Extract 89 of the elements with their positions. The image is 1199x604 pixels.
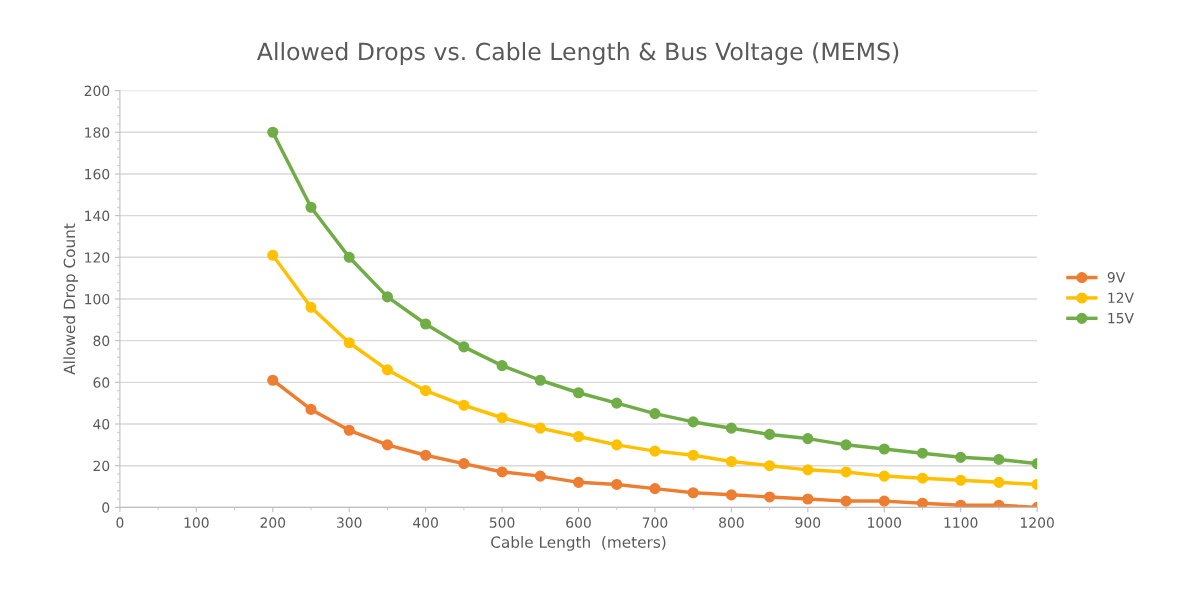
point	[496, 412, 508, 424]
point	[496, 360, 508, 372]
y-tick-label: 40	[93, 418, 110, 430]
point	[534, 470, 546, 482]
point	[649, 483, 661, 495]
x-tick-label: 1200	[1020, 517, 1054, 528]
y-tick-label: 120	[85, 252, 110, 263]
x-tick-label: 300	[337, 517, 362, 528]
point	[916, 447, 929, 459]
point	[420, 385, 432, 397]
chart-title: Allowed Drops vs. Cable Length & Bus Voltage (MEMS)	[256, 42, 899, 65]
x-tick-label: 200	[260, 517, 286, 528]
y-axis-title: Allowed Drop Count	[63, 223, 79, 375]
point	[458, 458, 470, 470]
point	[993, 476, 1005, 488]
x-tick-label: 500	[489, 517, 515, 528]
x-tick-label: 600	[566, 517, 591, 528]
point	[764, 460, 776, 472]
x-tick-label: 1100	[944, 517, 978, 528]
point	[572, 476, 585, 488]
point	[878, 443, 890, 455]
point	[458, 399, 470, 411]
y-tick-label: 80	[93, 335, 110, 347]
point	[764, 428, 776, 440]
point	[611, 397, 623, 409]
point	[572, 430, 585, 443]
point	[687, 449, 699, 461]
y-tick-label: 180	[85, 127, 110, 138]
point	[764, 491, 776, 503]
point	[267, 374, 279, 386]
legend-label: 12V	[1108, 292, 1134, 303]
point	[611, 439, 623, 451]
point	[381, 364, 393, 376]
point	[420, 449, 432, 461]
point	[305, 301, 317, 313]
x-axis-title: Cable Length (meters)	[491, 536, 666, 551]
point	[534, 422, 546, 434]
y-tick-label: 100	[85, 293, 110, 305]
x-tick-label: 0	[116, 517, 124, 528]
point	[343, 424, 355, 436]
point	[840, 466, 852, 478]
point	[840, 495, 852, 507]
point	[916, 472, 929, 484]
x-tick-label: 400	[413, 517, 438, 528]
point	[267, 249, 279, 261]
y-tick-label: 20	[93, 460, 110, 472]
point	[458, 341, 470, 353]
point	[725, 422, 737, 434]
point	[840, 439, 852, 451]
point	[955, 474, 967, 486]
point	[878, 495, 890, 507]
point	[381, 291, 393, 303]
x-tick-label: 800	[719, 517, 744, 528]
point	[267, 126, 279, 138]
y-tick-label: 0	[102, 502, 110, 513]
y-tick-label: 160	[85, 168, 110, 180]
point	[305, 201, 317, 213]
x-tick-label: 100	[184, 517, 209, 528]
point	[687, 416, 699, 428]
legend-label: 15V	[1108, 313, 1134, 324]
x-tick-label: 1000	[868, 517, 902, 528]
point	[420, 318, 432, 330]
point	[802, 493, 814, 505]
point	[802, 464, 814, 476]
point	[725, 455, 737, 468]
point	[611, 478, 623, 490]
x-tick-label: 900	[795, 517, 821, 528]
point	[878, 470, 890, 482]
point	[955, 451, 967, 463]
point	[725, 489, 737, 501]
point	[381, 439, 393, 451]
y-tick-label: 200	[84, 85, 110, 97]
point	[305, 403, 317, 415]
y-tick-label: 140	[85, 210, 110, 222]
point	[955, 499, 967, 508]
point	[649, 445, 661, 457]
point	[802, 433, 814, 445]
point	[343, 251, 355, 263]
point	[496, 466, 508, 478]
x-tick-label: 700	[642, 517, 668, 528]
legend-label: 9V	[1107, 272, 1126, 283]
point	[572, 387, 585, 399]
point	[343, 337, 355, 349]
point	[649, 408, 661, 420]
point	[916, 497, 929, 508]
point	[534, 374, 546, 386]
point	[993, 453, 1005, 465]
point	[687, 487, 699, 499]
y-tick-label: 60	[93, 377, 110, 388]
